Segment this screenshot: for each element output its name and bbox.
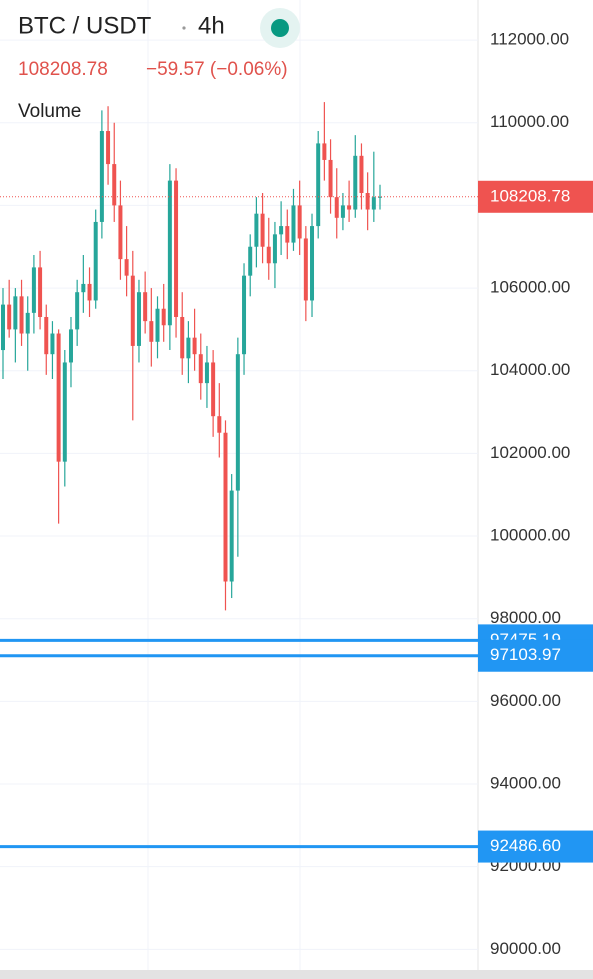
candle-body [75, 292, 80, 330]
candle-body [62, 362, 67, 462]
candle-body [310, 226, 315, 301]
candle-body [143, 292, 148, 322]
candle-body [155, 308, 160, 342]
candle-body [223, 432, 228, 582]
candle-body [167, 180, 172, 326]
y-tick-label: 90000.00 [490, 939, 561, 958]
candle-body [217, 416, 222, 433]
symbol-title: BTC / USDT [18, 12, 152, 39]
candle-body [174, 180, 179, 317]
price-line-label: 97103.97 [490, 645, 561, 664]
candle-body [378, 196, 382, 198]
candle-body [99, 131, 104, 222]
candle-body [353, 155, 358, 210]
candle-body [7, 304, 12, 330]
candle-body [359, 155, 364, 194]
candle-body [1, 304, 5, 351]
candle-body [136, 292, 141, 346]
candle-body [279, 226, 284, 235]
candle-body [192, 337, 197, 355]
candle-body [50, 333, 55, 355]
y-tick-label: 98000.00 [490, 608, 561, 627]
candle-body [285, 226, 290, 243]
price-change: −59.57 (−0.06%) [146, 59, 288, 80]
candle-body [322, 143, 327, 160]
candle-body [87, 283, 92, 301]
candle-body [254, 213, 259, 247]
candle-body [44, 316, 49, 355]
y-tick-label: 112000.00 [490, 30, 569, 49]
price-line-tag [478, 830, 593, 863]
candles [1, 102, 382, 611]
candle-body [198, 354, 203, 384]
candle-body [291, 205, 296, 243]
candle-body [149, 321, 154, 342]
candle-body [272, 234, 277, 264]
candle-body [242, 275, 247, 355]
current-price-tag [478, 180, 593, 213]
volume-label: Volume [18, 101, 81, 122]
candle-body [13, 296, 18, 330]
candle-body [19, 296, 24, 334]
candle-body [204, 362, 209, 384]
candle-body [56, 333, 61, 462]
current-price-label: 108208.78 [490, 186, 570, 205]
candle-body [365, 193, 370, 210]
candle-body [229, 490, 234, 582]
candle-body [180, 316, 185, 359]
price-line-label: 92486.60 [490, 836, 561, 855]
y-tick-label: 110000.00 [490, 112, 569, 131]
candle-body [25, 312, 30, 334]
candle-body [38, 267, 43, 317]
candle-body [260, 213, 265, 247]
y-tick-label: 106000.00 [490, 278, 570, 297]
candle-body [328, 159, 333, 198]
candle-body [371, 197, 376, 210]
y-tick-label: 94000.00 [490, 774, 561, 793]
candle-body [334, 197, 339, 218]
header: BTC / USDT 4h 108208.78 −59.57 (−0.06%) … [18, 8, 300, 122]
candle-body [347, 205, 352, 210]
candle-body [112, 164, 117, 206]
candle-body [248, 246, 253, 276]
candle-body [316, 143, 321, 227]
y-tick-label: 100000.00 [490, 526, 570, 545]
candle-body [211, 362, 216, 417]
candle-body [266, 246, 271, 264]
candle-body [106, 131, 111, 165]
last-price: 108208.78 [18, 59, 108, 80]
y-tick-label: 102000.00 [490, 443, 570, 462]
candle-body [235, 354, 240, 491]
interval: 4h [198, 12, 225, 39]
candle-body [118, 205, 123, 260]
candle-body [161, 308, 166, 326]
y-tick-label: 104000.00 [490, 360, 570, 379]
candle-body [303, 238, 308, 301]
candle-body [93, 221, 98, 301]
price-line-tag [478, 639, 593, 672]
grid [0, 39, 478, 950]
candle-body [68, 329, 73, 363]
bottom-bar [0, 970, 593, 979]
candle-body [340, 205, 345, 218]
candle-body [186, 337, 191, 359]
candle-body [31, 267, 36, 313]
candle-body [297, 205, 302, 239]
y-tick-label: 96000.00 [490, 691, 561, 710]
status-dot [271, 19, 289, 37]
candle-body [130, 275, 135, 346]
separator-dot [182, 26, 186, 30]
candle-body [81, 283, 86, 293]
candle-body [124, 259, 129, 276]
